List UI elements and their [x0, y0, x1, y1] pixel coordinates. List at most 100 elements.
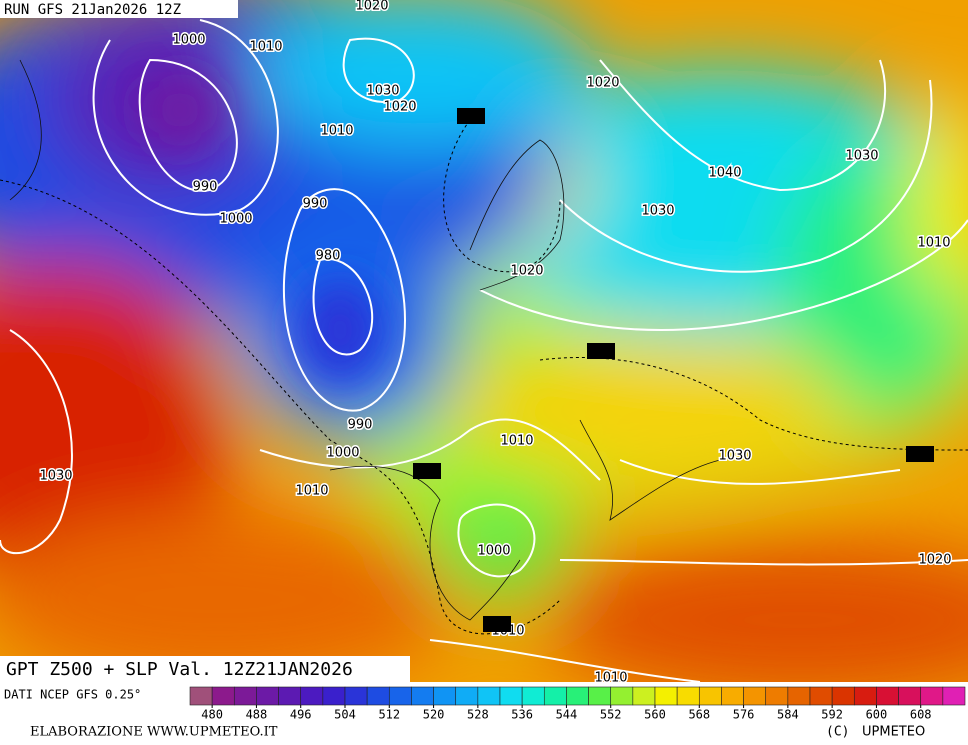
isobar-label: 1000: [219, 212, 252, 227]
height-label: 552: [457, 109, 484, 124]
run-box: [0, 0, 238, 18]
scale-label: 544: [556, 708, 578, 722]
height-label: 552: [906, 447, 933, 462]
scale-box: [876, 686, 899, 706]
scale-box: [300, 686, 324, 706]
coastlines: [9, 59, 721, 621]
isobar-label: 1000: [172, 33, 205, 48]
scale-box: [809, 686, 833, 706]
data-source: DATI NCEP GFS 0.25°: [4, 688, 141, 702]
scale-box: [743, 686, 767, 706]
scale-label: 592: [821, 708, 843, 722]
scale-box: [366, 686, 390, 706]
isobar-label: 1030: [641, 204, 674, 219]
color-scale: 480 488 496 504 512 520 528 536 544 552 560 568 576 5…: [189, 686, 966, 722]
isobar-label: 1010: [594, 671, 627, 686]
scale-label: 520: [423, 708, 445, 722]
map-title: GPT Z500 + SLP Val. 12Z21JAN2026: [6, 659, 353, 680]
scale-label: 480: [201, 708, 223, 722]
scale-label: 576: [733, 708, 755, 722]
isobar-label: 990: [193, 180, 218, 195]
scale-label: 552: [600, 708, 622, 722]
isobar-label: 1000: [477, 544, 510, 559]
scale-label: 512: [378, 708, 400, 722]
isobar-label: 1020: [586, 76, 619, 91]
scale-label: 584: [777, 708, 799, 722]
scale-box: [566, 686, 589, 706]
height-label-box: [587, 343, 615, 359]
height-labels: 552 552 552 552 552: [413, 108, 934, 632]
isobars: [0, 19, 968, 682]
isobar-label: 1020: [355, 0, 388, 14]
height-label: 552: [587, 344, 614, 359]
isobar-label: 1010: [249, 40, 282, 55]
scale-label: 568: [688, 708, 710, 722]
scale-box: [942, 686, 966, 706]
scale-label: 608: [910, 708, 932, 722]
copyright: (C): [826, 725, 849, 740]
scale-box: [433, 686, 457, 706]
scale-label: 600: [866, 708, 888, 722]
height-label-box: [413, 463, 441, 479]
scale-box: [588, 686, 612, 706]
scale-box: [898, 686, 922, 706]
isobar-label: 1030: [845, 149, 878, 164]
map-field: 1020 1000 1010 1030 1020 1010 990 1000 990 980 990…: [0, 0, 968, 686]
scale-box: [831, 686, 855, 706]
scale-box: [477, 686, 501, 706]
scale-box: [632, 686, 656, 706]
isobar-label: 1030: [39, 469, 72, 484]
isobar-label: 1020: [918, 553, 951, 568]
scale-label: 528: [467, 708, 489, 722]
isobar-label: 1010: [917, 236, 950, 251]
scale-box: [233, 686, 257, 706]
height-label-box: [483, 616, 511, 632]
isobar-label: 1020: [510, 264, 543, 279]
scale-box: [654, 686, 678, 706]
scale-box: [920, 686, 944, 706]
scale-box: [322, 686, 346, 706]
isobar-label: 1010: [295, 484, 328, 499]
isobar-label: 990: [303, 197, 328, 212]
scale-box: [543, 686, 567, 706]
scale-box: [765, 686, 789, 706]
scale-box: [455, 686, 479, 706]
isobar-labels: 1020 1000 1010 1030 1020 1010 990 1000 990 980 990…: [38, 0, 953, 686]
scale-box: [256, 686, 279, 706]
isobar-label: 1030: [366, 84, 399, 99]
scale-box: [610, 686, 634, 706]
scale-box: [721, 686, 744, 706]
isobar-label: 990: [348, 418, 373, 433]
isobar-label: 980: [316, 249, 341, 264]
title-box: [0, 656, 410, 683]
scale-box: [787, 686, 811, 706]
scale-box: [211, 686, 235, 706]
scale-label: 560: [644, 708, 666, 722]
scale-label: 488: [246, 708, 268, 722]
scale-box: [853, 686, 877, 706]
isobar-label: 1010: [320, 124, 353, 139]
scale-label: 496: [290, 708, 312, 722]
scale-box: [698, 686, 722, 706]
scale-box: [676, 686, 700, 706]
scale-box: [411, 686, 434, 706]
scale-box: [344, 686, 368, 706]
scale-label: 504: [334, 708, 356, 722]
isobar-label: 1010: [500, 434, 533, 449]
credit: ELABORAZIONE WWW.UPMETEO.IT: [30, 725, 278, 740]
scale-box: [499, 686, 523, 706]
scale-box: [521, 686, 545, 706]
height-label: 552: [483, 617, 510, 632]
height-label-box: [906, 446, 934, 462]
height-label-box: [457, 108, 485, 124]
isobar-label: 1000: [326, 446, 359, 461]
isobar-label: 1030: [718, 449, 751, 464]
run-label: RUN GFS 21Jan2026 12Z: [4, 2, 181, 18]
height-label: 552: [413, 464, 440, 479]
isobar-label: 1040: [708, 166, 741, 181]
height-contours: [0, 119, 968, 635]
brand: UPMETEO: [862, 725, 925, 740]
scale-box: [278, 686, 302, 706]
scale-box: [189, 686, 213, 706]
